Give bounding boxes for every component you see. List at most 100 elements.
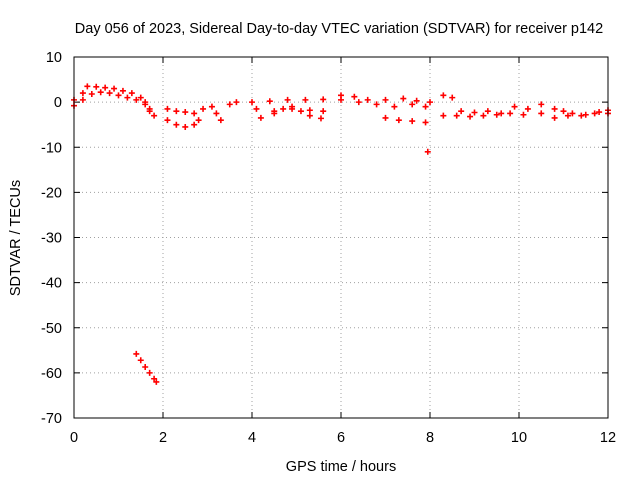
series-band-1 xyxy=(71,83,158,119)
data-point xyxy=(409,101,416,108)
data-point xyxy=(266,98,273,105)
x-tick-label: 8 xyxy=(426,430,434,446)
data-point xyxy=(560,108,567,115)
data-point xyxy=(151,112,158,119)
data-point xyxy=(306,107,313,114)
data-point xyxy=(538,101,545,108)
data-point xyxy=(427,99,433,106)
data-point xyxy=(151,375,158,382)
data-point xyxy=(146,108,153,115)
data-point xyxy=(253,105,260,112)
data-point xyxy=(106,90,113,97)
series-band-3 xyxy=(164,103,220,117)
data-point xyxy=(364,96,371,103)
data-point xyxy=(79,96,86,103)
data-point xyxy=(493,111,500,118)
y-tick-label: 0 xyxy=(54,95,62,111)
y-tick-label: -60 xyxy=(41,366,62,382)
data-point xyxy=(413,97,420,104)
data-point xyxy=(173,121,180,128)
data-point xyxy=(569,110,576,117)
data-point xyxy=(79,90,86,97)
data-point xyxy=(596,109,603,116)
x-tick-label: 10 xyxy=(511,430,527,446)
y-tick-label: -30 xyxy=(41,231,62,247)
y-tick-label: -70 xyxy=(41,411,62,427)
data-point xyxy=(578,112,585,119)
data-point xyxy=(582,111,589,118)
data-point xyxy=(382,96,389,103)
data-point xyxy=(119,87,126,94)
series-band-8 xyxy=(257,103,324,122)
data-point xyxy=(382,114,389,121)
data-point xyxy=(284,96,291,103)
data-point xyxy=(551,105,558,112)
data-point xyxy=(133,350,140,357)
data-point xyxy=(471,109,478,116)
data-point xyxy=(453,112,460,119)
data-point xyxy=(498,110,505,117)
series-drop xyxy=(133,350,160,385)
data-point xyxy=(538,110,545,117)
chart-title: Day 056 of 2023, Sidereal Day-to-day VTE… xyxy=(75,21,603,37)
series-band-4 xyxy=(164,117,202,130)
data-point xyxy=(520,111,527,118)
data-point xyxy=(271,110,278,117)
data-point xyxy=(484,108,491,115)
data-point xyxy=(182,109,189,116)
plot-frame xyxy=(73,56,609,419)
data-point xyxy=(440,112,447,119)
series-band-5 xyxy=(217,99,240,124)
data-point xyxy=(191,110,198,117)
data-point xyxy=(164,117,171,124)
y-tick-label: -10 xyxy=(41,140,62,156)
data-point xyxy=(115,92,122,99)
data-point xyxy=(320,96,327,103)
data-point xyxy=(551,114,558,121)
data-point xyxy=(317,115,324,122)
data-point xyxy=(137,94,144,101)
data-point xyxy=(289,103,296,110)
x-tick-label: 12 xyxy=(600,430,616,446)
data-point xyxy=(146,369,153,376)
series-band-9 xyxy=(382,114,429,126)
data-point xyxy=(564,112,571,119)
series-band-13 xyxy=(551,110,611,121)
data-point xyxy=(373,101,380,108)
data-point xyxy=(422,103,429,110)
series-band-10 xyxy=(440,92,545,117)
data-point xyxy=(124,94,131,101)
data-point xyxy=(424,148,431,155)
data-point xyxy=(173,108,180,115)
axis-ticks: 0 2 4 6 8 10 12 10 0 -10 -20 -30 -40 -50 -60 -70 xyxy=(41,50,616,446)
data-point xyxy=(142,101,149,108)
data-point xyxy=(195,117,202,124)
data-point xyxy=(507,110,514,117)
data-point xyxy=(226,101,233,108)
data-point xyxy=(133,96,140,103)
data-point xyxy=(422,119,429,126)
data-point xyxy=(208,103,215,110)
data-point xyxy=(84,83,91,90)
data-point xyxy=(142,364,149,371)
data-point xyxy=(511,103,518,110)
series-outlier xyxy=(424,148,431,155)
series-band-11 xyxy=(440,110,545,120)
series-band-7 xyxy=(253,96,429,115)
x-tick-label: 4 xyxy=(248,430,256,446)
data-point xyxy=(93,83,100,90)
series-band-6 xyxy=(249,92,433,106)
data-point xyxy=(467,113,474,120)
data-point xyxy=(338,96,344,103)
data-point xyxy=(217,117,224,124)
data-point xyxy=(449,94,456,101)
data-point xyxy=(88,91,95,98)
data-point xyxy=(395,117,402,124)
data-point xyxy=(391,103,398,110)
y-tick-label: -50 xyxy=(41,321,62,337)
data-point xyxy=(280,105,287,112)
data-point xyxy=(480,112,487,119)
data-point xyxy=(355,99,362,106)
data-point xyxy=(409,118,416,125)
x-axis-label: GPS time / hours xyxy=(286,459,396,475)
